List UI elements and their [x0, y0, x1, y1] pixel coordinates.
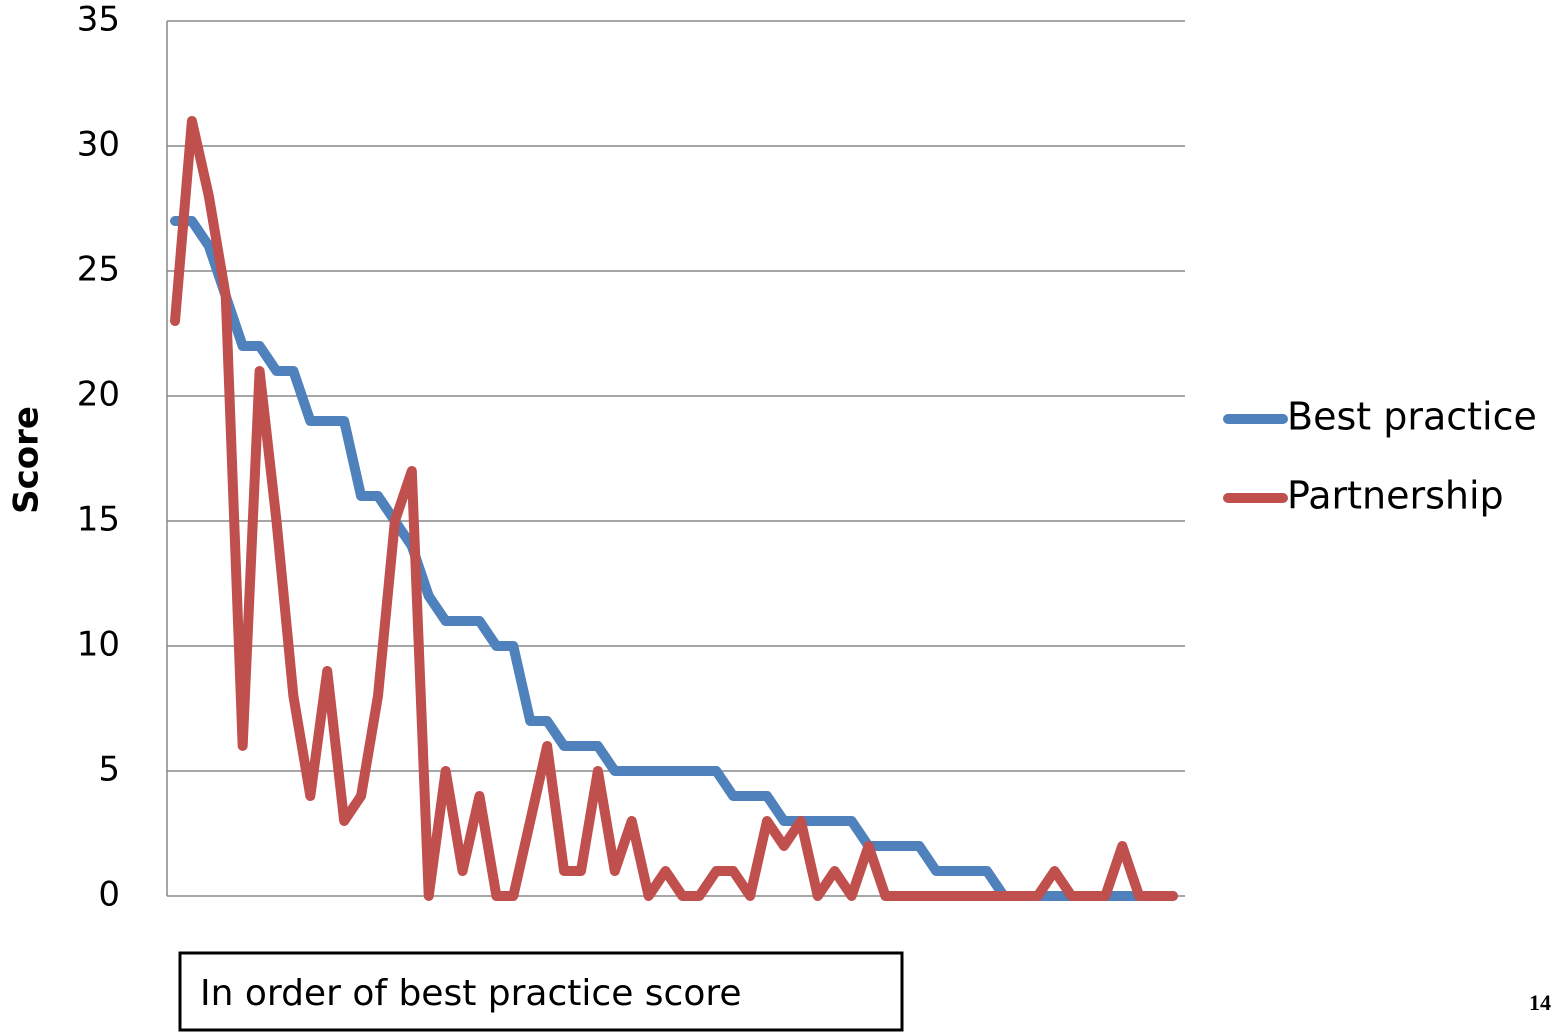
annotation: In order of best practice score	[200, 973, 742, 1014]
series-line	[170, 116, 1178, 901]
legend-label: Best practice	[1287, 395, 1537, 439]
y-tick-label: 30	[77, 125, 120, 165]
y-tick-label: 25	[77, 250, 120, 290]
series-line	[170, 216, 1178, 901]
y-tick-label: 20	[77, 375, 120, 415]
y-tick-label: 10	[77, 625, 120, 665]
page-number: 14	[1529, 990, 1551, 1015]
annotation-box	[178, 951, 904, 1032]
y-tick-label: 5	[98, 750, 120, 790]
y-axis-label: Score	[7, 406, 47, 514]
y-tick-label: 15	[77, 500, 120, 540]
legend-label: Partnership	[1287, 474, 1504, 518]
y-tick-label: 35	[77, 0, 120, 40]
y-tick-label: 0	[98, 875, 120, 915]
